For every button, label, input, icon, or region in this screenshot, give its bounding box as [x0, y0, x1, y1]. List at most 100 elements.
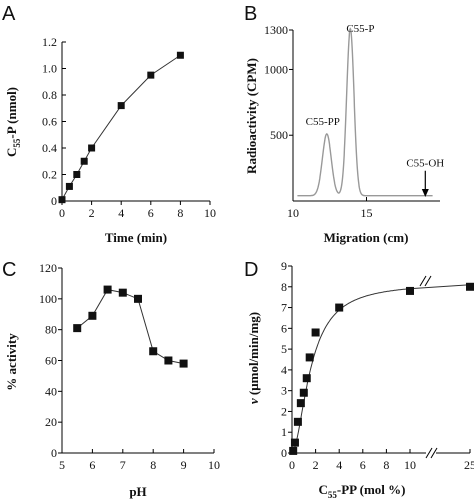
- c-x-tick-label: 8: [150, 458, 156, 472]
- d-y-tick-label: 6: [281, 321, 287, 335]
- d-y-tick-label: 0: [281, 446, 287, 460]
- a-y-label: C55-P (nmol): [4, 87, 22, 157]
- a-x-tick-label: 10: [204, 206, 216, 220]
- c-x-tick-label: 5: [59, 458, 65, 472]
- panel-b: B 10 15 500 1000 1300 C55-PP C55-P C55-OH M…: [244, 3, 444, 245]
- c-markers: [73, 285, 188, 368]
- d-x-label-c: C: [319, 482, 328, 497]
- b-annotation-arrowhead: [421, 189, 429, 198]
- c-point: [103, 285, 112, 294]
- c-y-tick-label: 80: [45, 323, 57, 337]
- a-y-tick-label: 0.6: [42, 115, 57, 129]
- d-point: [290, 438, 299, 447]
- c-x-tick-label: 10: [208, 458, 220, 472]
- b-x-tick-label: 15: [361, 206, 373, 220]
- a-markers: [58, 51, 184, 204]
- d-y-tick-label: 3: [281, 384, 287, 398]
- d-break-top-1: [419, 275, 427, 287]
- c-point: [179, 359, 188, 368]
- a-y-tick-label: 1.0: [42, 62, 57, 76]
- c-y-label: % activity: [4, 333, 19, 391]
- a-point: [147, 71, 155, 79]
- d-y-label: v (μmol/min/mg): [246, 312, 261, 404]
- a-x-tick-label: 6: [148, 206, 154, 220]
- a-x-tick-label: 0: [59, 206, 65, 220]
- d-y-tick-label: 5: [281, 342, 287, 356]
- a-x-ticks: 0 2 4 6 8 10: [59, 201, 216, 220]
- c-x-label: pH: [129, 484, 146, 499]
- c-x-tick-label: 9: [181, 458, 187, 472]
- d-point: [406, 286, 414, 295]
- d-point: [296, 399, 305, 408]
- d-point: [466, 282, 474, 291]
- a-x-tick-label: 8: [177, 206, 183, 220]
- c-point: [149, 347, 158, 356]
- d-x-tick-label: 4: [336, 458, 342, 472]
- c-y-tick-label: 60: [45, 354, 57, 368]
- a-point: [65, 182, 73, 190]
- b-x-label: Migration (cm): [324, 230, 409, 245]
- d-x-label: C55-PP (mol %): [319, 482, 406, 500]
- b-chromatogram-trace: [297, 27, 433, 197]
- d-break-bottom-2: [430, 447, 438, 459]
- c-point: [88, 311, 97, 320]
- b-annotation-c55oh: C55-OH: [406, 158, 444, 170]
- a-point: [88, 144, 96, 152]
- d-y-label-v: v: [246, 398, 261, 404]
- a-y-tick-label: 0.2: [42, 168, 57, 182]
- c-y-tick-label: 120: [39, 261, 57, 275]
- d-x-tick-label: 10: [404, 458, 416, 472]
- d-y-tick-label: 9: [281, 259, 287, 273]
- b-y-label: Radioactivity (CPM): [244, 58, 259, 174]
- d-markers: [289, 282, 474, 455]
- d-point: [293, 417, 302, 426]
- panel-label-c: C: [2, 259, 16, 281]
- c-y-tick-label: 40: [45, 384, 57, 398]
- d-break-top-2: [424, 275, 432, 287]
- d-x-tick-label: 8: [383, 458, 389, 472]
- d-y-tick-label: 2: [281, 404, 287, 418]
- d-x-tick-label: 25: [464, 458, 474, 472]
- c-y-ticks: 0 20 40 60 80 100 120: [39, 261, 62, 460]
- d-x-label-sub: 55: [328, 490, 338, 500]
- panel-label-b: B: [244, 3, 257, 25]
- panel-d: D 0 2 4 6 8 10 25 0 1 2 3 4 5 6 7 8 9 C55-PP (mol %) v …: [244, 259, 474, 500]
- c-point: [134, 294, 142, 303]
- d-y-tick-label: 7: [281, 301, 287, 315]
- c-x-ticks: 5 6 7 8 9 10: [59, 449, 220, 472]
- d-y-label-rest: (μmol/min/mg): [246, 312, 261, 398]
- d-x-tick-label: 0: [289, 458, 295, 472]
- panel-label-d: D: [244, 259, 258, 281]
- c-point: [73, 324, 82, 333]
- d-fit-curve: [292, 284, 471, 453]
- a-point: [176, 51, 184, 59]
- a-y-tick-label: 0: [51, 194, 57, 208]
- a-y-tick-label: 0.4: [42, 141, 57, 155]
- b-x-tick-label: 10: [287, 206, 299, 220]
- panel-label-a: A: [2, 3, 16, 25]
- d-point: [299, 388, 308, 397]
- d-axis-break-top: [419, 275, 432, 287]
- c-y-tick-label: 20: [45, 415, 57, 429]
- d-x-label-rest: -PP (mol %): [337, 482, 406, 497]
- d-point: [302, 374, 311, 383]
- a-point: [117, 102, 125, 110]
- a-y-label-c: C: [4, 148, 19, 157]
- b-y-ticks: 500 1000 1300: [264, 23, 293, 142]
- c-y-tick-label: 100: [39, 292, 57, 306]
- b-y-tick-label: 1300: [264, 23, 288, 37]
- d-y-tick-label: 8: [281, 280, 287, 294]
- d-x-tick-label: 2: [313, 458, 319, 472]
- d-y-ticks: 0 1 2 3 4 5 6 7 8 9: [281, 259, 292, 460]
- c-y-tick-label: 0: [51, 446, 57, 460]
- d-break-bottom-1: [425, 447, 433, 459]
- d-axis-break-bottom: [425, 447, 438, 459]
- a-y-tick-label: 1.2: [42, 35, 57, 49]
- d-point: [289, 446, 298, 455]
- a-y-tick-label: 0.8: [42, 88, 57, 102]
- d-x-ticks: 0 2 4 6 8 10 25: [289, 449, 474, 472]
- panel-a: A 0 2 4 6 8 10 0 0.2 0.4 0.6 0.8 1.0 1.2 Time (min)…: [2, 3, 216, 245]
- c-point: [118, 288, 127, 297]
- d-y-tick-label: 4: [281, 363, 287, 377]
